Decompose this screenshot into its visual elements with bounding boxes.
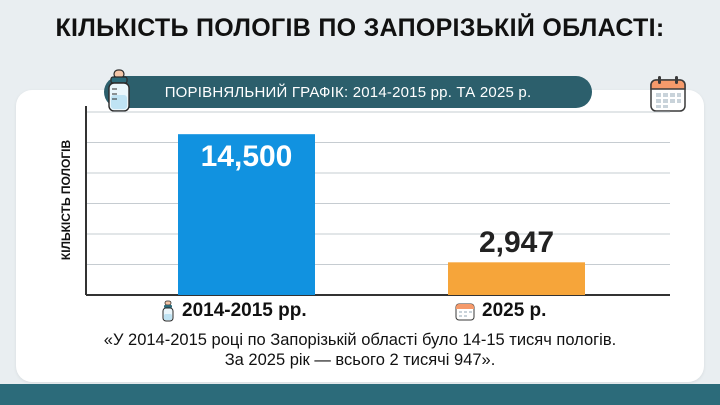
- x-category-2025: 2025 р.: [454, 298, 546, 324]
- calendar-icon: [650, 76, 686, 112]
- quote-line: За 2025 рік — всього 2 тисячі 947».: [224, 351, 496, 369]
- bar-value-label: 2,947: [478, 226, 555, 260]
- quote-text: «У 2014-2015 році по Запорізькій області…: [0, 330, 720, 370]
- baby-bottle-small-icon: [162, 300, 174, 322]
- calendar-small-icon: [455, 303, 475, 321]
- x-category-2014-2015: 2014-2015 рр.: [160, 298, 307, 324]
- x-tick-label: 2025 р.: [482, 300, 547, 321]
- quote-line: «У 2014-2015 році по Запорізькій області…: [103, 331, 617, 349]
- page-title: КІЛЬКІСТЬ ПОЛОГІВ ПО ЗАПОРІЗЬКІЙ ОБЛАСТІ…: [55, 14, 665, 42]
- chart-card: [16, 90, 704, 382]
- chart-subtitle: ПОРІВНЯЛЬНИЙ ГРАФІК: 2014-2015 рр. ТА 20…: [104, 76, 592, 108]
- x-tick-label: 2014-2015 рр.: [182, 300, 307, 321]
- footer-band: [0, 384, 720, 405]
- baby-bottle-icon: [108, 69, 130, 112]
- bar-value-label: 14,500: [200, 140, 293, 174]
- bar-2014-2015: [178, 134, 315, 295]
- bar-2025: [448, 262, 585, 295]
